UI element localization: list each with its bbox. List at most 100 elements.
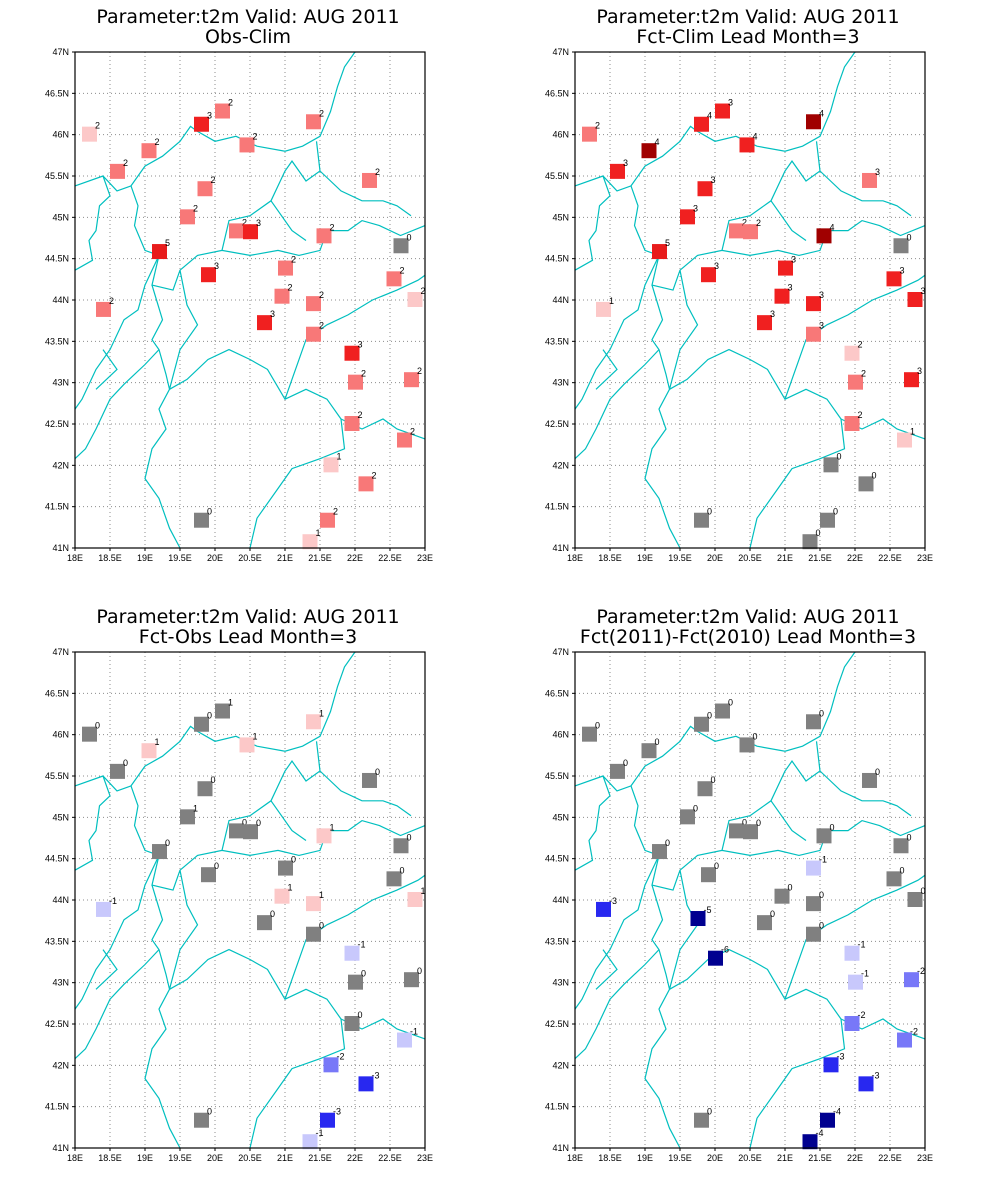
border-line (630, 785, 926, 891)
x-tick-label: 22E (347, 1153, 363, 1163)
station-marker (858, 1076, 874, 1092)
station-marker (194, 716, 209, 732)
border-line (221, 141, 321, 251)
station-value: 2 (421, 286, 426, 296)
station-value: -3 (372, 1070, 380, 1080)
y-tick-label: 47N (552, 47, 569, 57)
border-line (574, 949, 660, 1060)
y-tick-label: 41N (552, 543, 569, 553)
y-tick-label: 46N (52, 730, 69, 740)
station-marker (743, 224, 758, 240)
x-tick-label: 21E (277, 1153, 293, 1163)
station-marker (816, 828, 832, 844)
station-value: 3 (788, 283, 793, 293)
x-tick-label: 23E (917, 1153, 933, 1163)
station-marker (743, 824, 758, 840)
x-tick-label: 22.5E (378, 553, 402, 563)
station-marker (344, 345, 360, 361)
panel-subtitle: Obs-Clim (205, 26, 291, 48)
station-marker (407, 292, 423, 307)
station-marker (197, 781, 213, 797)
border-line (574, 855, 660, 1010)
station-value: 1 (421, 886, 426, 896)
station-marker (806, 296, 821, 312)
border-line (95, 949, 118, 990)
station-value: 1 (910, 427, 915, 437)
station-marker (694, 512, 709, 528)
station-value: 5 (665, 238, 670, 248)
x-tick-label: 20E (707, 1153, 723, 1163)
border-line (721, 741, 821, 851)
y-tick-label: 42N (552, 460, 569, 470)
station-marker (348, 374, 363, 390)
station-value: 1 (155, 737, 160, 747)
station-marker (197, 181, 213, 197)
station-marker (694, 716, 709, 732)
station-value: 3 (791, 255, 796, 265)
station-marker (820, 1112, 835, 1128)
station-marker (404, 972, 419, 988)
x-tick-label: 18E (567, 553, 583, 563)
station-value: 3 (875, 167, 880, 177)
station-value: 4 (753, 131, 758, 141)
border-line (319, 770, 412, 817)
y-tick-label: 44.5N (545, 254, 569, 264)
station-marker (886, 871, 902, 887)
x-tick-label: 21.5E (308, 553, 332, 563)
station-marker (897, 432, 912, 448)
y-tick-label: 41.5N (45, 502, 69, 512)
station-marker (904, 972, 919, 988)
station-marker (701, 867, 716, 883)
station-marker (243, 224, 258, 240)
station-marker (729, 223, 744, 239)
station-value: 0 (921, 886, 926, 896)
station-marker (302, 534, 318, 550)
station-value: -2 (917, 966, 925, 976)
station-marker (82, 726, 97, 742)
station-marker (302, 1134, 318, 1150)
station-value: -2 (910, 1027, 918, 1037)
x-tick-label: 23E (917, 553, 933, 563)
station-marker (407, 892, 423, 907)
station-marker (320, 512, 335, 528)
station-value: -3 (837, 1051, 845, 1061)
station-marker (715, 103, 730, 119)
station-value: 2 (595, 121, 600, 131)
border-line (770, 800, 807, 841)
station-value: 0 (123, 758, 128, 768)
y-tick-label: 41N (552, 1143, 569, 1153)
x-tick-label: 19E (137, 553, 153, 563)
station-value: 0 (256, 818, 261, 828)
station-value: 0 (819, 921, 824, 931)
station-value: 3 (270, 309, 275, 319)
station-marker (96, 901, 111, 917)
station-value: 0 (830, 822, 835, 832)
station-marker (215, 103, 230, 119)
border-line (270, 800, 307, 841)
station-value: -1 (109, 896, 117, 906)
station-marker (278, 860, 293, 876)
station-marker (610, 763, 625, 779)
station-marker (697, 181, 713, 197)
station-marker (180, 809, 195, 825)
station-value: 0 (742, 817, 747, 827)
station-value: 0 (833, 507, 838, 517)
border-line (574, 775, 611, 871)
border-line (630, 185, 926, 291)
x-tick-label: 19.5E (168, 1153, 192, 1163)
x-tick-label: 18.5E (598, 553, 622, 563)
station-marker (897, 1032, 912, 1048)
station-marker (229, 223, 244, 239)
station-value: 3 (819, 321, 824, 331)
station-value: 2 (109, 296, 114, 306)
station-marker (306, 326, 321, 342)
station-value: 0 (788, 883, 793, 893)
border-line (644, 270, 699, 549)
station-value: 0 (361, 969, 366, 979)
x-tick-label: 18E (67, 1153, 83, 1163)
y-tick-label: 43.5N (45, 936, 69, 946)
station-marker (306, 714, 321, 730)
station-marker (243, 824, 258, 840)
